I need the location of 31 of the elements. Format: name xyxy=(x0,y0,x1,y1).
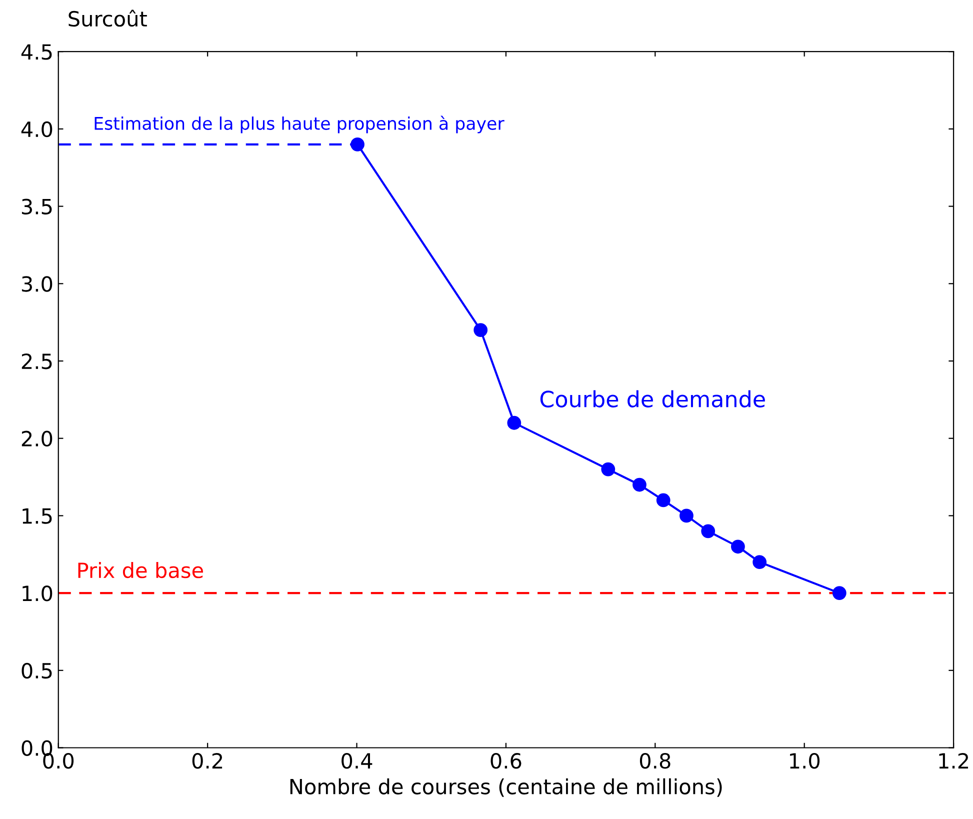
x-tick-label: 0.4 xyxy=(342,752,372,769)
x-tick-label: 0.6 xyxy=(490,752,522,769)
y-tick-label: 4.5 xyxy=(21,44,52,60)
x-tick-label: 1.0 xyxy=(790,752,820,769)
point xyxy=(680,508,694,523)
point xyxy=(656,493,670,508)
point xyxy=(832,586,846,600)
point xyxy=(601,462,616,476)
point xyxy=(731,540,745,554)
x-axis-title: Nombre de courses (centaine de millions) xyxy=(290,778,722,797)
x-tick-label: 1.2 xyxy=(939,752,968,768)
y-tick-label: 0.5 xyxy=(22,662,52,679)
series-label: Courbe de demande xyxy=(540,390,765,408)
point xyxy=(350,137,364,152)
x-tick-label: 0.8 xyxy=(640,752,670,769)
y-axis-title: Surcoût xyxy=(68,10,147,27)
y-tick-label: 1.5 xyxy=(22,508,52,524)
point xyxy=(752,555,767,570)
point xyxy=(507,416,522,430)
y-tick-label: 3.5 xyxy=(22,198,52,215)
y-tick-label: 2.5 xyxy=(22,353,52,370)
point xyxy=(632,478,646,492)
y-tick-label: 3.0 xyxy=(22,276,52,292)
y-tick-label: 4.0 xyxy=(21,121,52,138)
y-tick-label: 1.0 xyxy=(22,586,52,602)
x-tick-label: 0.2 xyxy=(192,752,222,769)
series-label: Estimation de la plus haute propension à payer xyxy=(94,116,504,134)
y-tick-label: 2.0 xyxy=(22,430,52,447)
point xyxy=(474,323,488,337)
ref-line-label: Prix de base xyxy=(78,562,204,578)
point xyxy=(701,524,716,538)
